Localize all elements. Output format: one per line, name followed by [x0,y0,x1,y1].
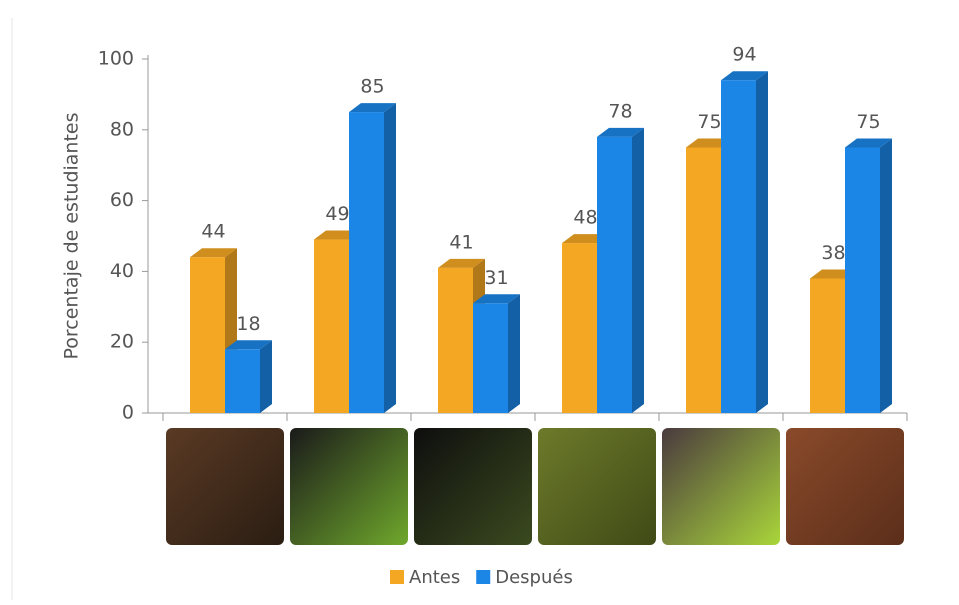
bar [845,147,880,413]
bar [190,257,225,413]
bar-top [845,138,892,148]
y-tick-label: 60 [110,189,134,211]
bar-top [438,258,485,268]
species-photo [166,428,284,545]
bar [686,147,721,413]
y-tick-label: 40 [110,260,134,282]
value-label: 31 [484,267,508,289]
y-tick-label: 100 [98,48,134,70]
bar [314,239,349,413]
legend-label: Antes [409,567,460,588]
value-label: 44 [201,221,225,243]
bar-side [384,103,396,413]
species-photo [538,428,656,545]
bar [810,278,845,413]
bar-side [260,340,272,413]
bar [473,303,508,413]
bar-top [597,127,644,137]
value-label: 94 [732,44,756,66]
value-label: 41 [449,231,473,253]
value-label: 18 [236,313,260,335]
bar-top [473,294,520,304]
value-label: 78 [608,100,632,122]
value-label: 48 [573,207,597,229]
value-label: 49 [325,203,349,225]
bar-side [880,138,892,413]
value-label: 75 [856,111,880,133]
bar-side [508,294,520,413]
bar-top [349,103,396,113]
value-label: 38 [821,242,845,264]
species-photo [414,428,532,545]
y-tick-label: 80 [110,118,134,140]
bar [225,349,260,413]
species-photo [290,428,408,545]
bar [438,267,473,413]
bar-top [225,340,272,350]
bar-top [190,248,237,258]
y-tick-label: 0 [122,402,134,424]
bar [597,136,632,413]
value-label: 85 [360,76,384,98]
bar [349,112,384,413]
bar-side [756,71,768,414]
species-photo [786,428,904,545]
bar-top [721,71,768,81]
value-label: 75 [697,111,721,133]
y-tick-label: 20 [110,331,134,353]
bar [562,243,597,413]
species-photo [662,428,780,545]
bar-side [632,127,644,413]
bar [721,80,756,414]
legend-swatch [476,570,491,584]
y-axis-title: Porcentaje de estudiantes [61,112,83,359]
legend-swatch [390,570,404,584]
legend-label: Después [495,567,573,588]
